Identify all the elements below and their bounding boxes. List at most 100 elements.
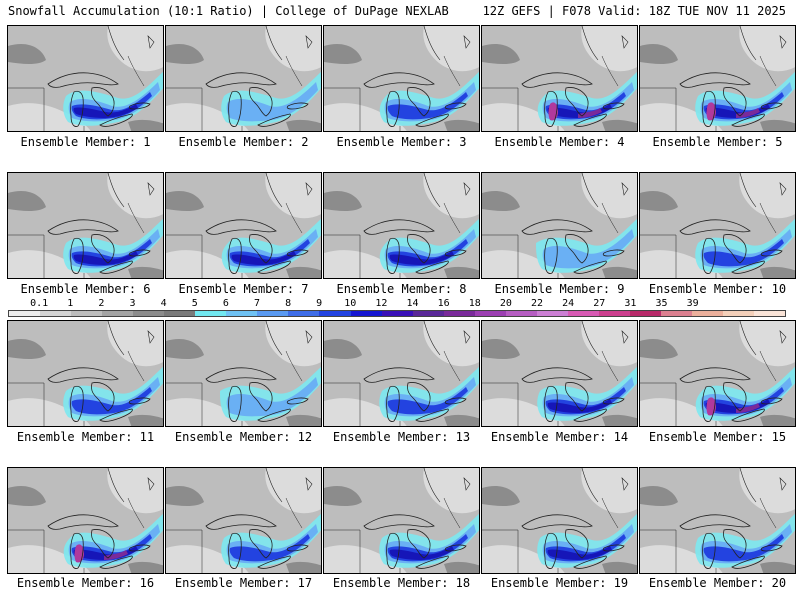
ensemble-member-label: Ensemble Member: 6 bbox=[20, 282, 151, 296]
product-title: Snowfall Accumulation (10:1 Ratio) | Col… bbox=[8, 4, 449, 18]
color-swatch bbox=[319, 311, 351, 316]
snowfall-map bbox=[482, 26, 637, 131]
snowfall-map bbox=[166, 321, 321, 426]
ensemble-member-map bbox=[323, 467, 480, 574]
ensemble-member-map bbox=[7, 467, 164, 574]
ensemble-member-label: Ensemble Member: 11 bbox=[16, 430, 155, 444]
ensemble-member-map bbox=[323, 320, 480, 427]
color-swatch bbox=[102, 311, 134, 316]
ensemble-member-map bbox=[639, 172, 796, 279]
legend-tick-label: 4 bbox=[160, 298, 167, 309]
color-swatch bbox=[567, 311, 599, 316]
ensemble-member-map bbox=[639, 25, 796, 132]
legend-tick-label: 20 bbox=[499, 298, 512, 309]
ensemble-member-map bbox=[323, 25, 480, 132]
snowfall-map bbox=[482, 173, 637, 278]
ensemble-member-map bbox=[7, 320, 164, 427]
snowfall-map bbox=[8, 173, 163, 278]
ensemble-member-map bbox=[481, 172, 638, 279]
color-swatch bbox=[71, 311, 103, 316]
ensemble-member-label: Ensemble Member: 16 bbox=[16, 576, 155, 590]
ensemble-member-label: Ensemble Member: 15 bbox=[648, 430, 787, 444]
color-swatch bbox=[505, 311, 537, 316]
snowfall-map bbox=[324, 468, 479, 573]
snowfall-map bbox=[8, 26, 163, 131]
legend-tick-label: 2 bbox=[98, 298, 105, 309]
legend-tick-label: 31 bbox=[624, 298, 637, 309]
ensemble-member-map bbox=[165, 25, 322, 132]
snowfall-map bbox=[8, 468, 163, 573]
snowfall-map bbox=[640, 26, 795, 131]
ensemble-member-label: Ensemble Member: 12 bbox=[174, 430, 313, 444]
legend-tick-label: 27 bbox=[593, 298, 606, 309]
color-swatch bbox=[381, 311, 413, 316]
ensemble-member-label: Ensemble Member: 2 bbox=[178, 135, 309, 149]
snowfall-map bbox=[640, 173, 795, 278]
snowfall-map bbox=[166, 26, 321, 131]
ensemble-member-map bbox=[323, 172, 480, 279]
ensemble-member-label: Ensemble Member: 7 bbox=[178, 282, 309, 296]
legend-tick-label: 8 bbox=[285, 298, 292, 309]
color-swatch bbox=[660, 311, 693, 316]
snowfall-map bbox=[324, 26, 479, 131]
ensemble-member-label: Ensemble Member: 10 bbox=[648, 282, 787, 296]
ensemble-member-map bbox=[481, 320, 638, 427]
color-swatch bbox=[692, 311, 724, 316]
snowfall-map bbox=[166, 468, 321, 573]
color-swatch bbox=[164, 311, 196, 316]
legend-tick-label: 5 bbox=[191, 298, 198, 309]
snowfall-map bbox=[482, 321, 637, 426]
ensemble-member-map bbox=[7, 25, 164, 132]
snowfall-map bbox=[640, 321, 795, 426]
color-swatch bbox=[288, 311, 320, 316]
color-swatch bbox=[195, 311, 227, 316]
color-swatch bbox=[443, 311, 475, 316]
legend-tick-label: 22 bbox=[531, 298, 544, 309]
legend-tick-label: 10 bbox=[344, 298, 357, 309]
ensemble-member-map bbox=[165, 320, 322, 427]
ensemble-member-label: Ensemble Member: 3 bbox=[336, 135, 467, 149]
color-swatch bbox=[598, 311, 630, 316]
legend-tick-label: 18 bbox=[468, 298, 481, 309]
color-scale-legend: 0.1 1 2 3 4 5 6 7 8 9 10 12 14 16 18 20 22 24 27 31 35 39 bbox=[8, 298, 786, 318]
legend-tick-label: 12 bbox=[375, 298, 388, 309]
snowfall-map bbox=[8, 321, 163, 426]
legend-tick-label: 35 bbox=[655, 298, 668, 309]
color-swatch bbox=[536, 311, 568, 316]
legend-tick-label: 1 bbox=[67, 298, 74, 309]
ensemble-member-map bbox=[481, 467, 638, 574]
legend-tick-label: 6 bbox=[222, 298, 229, 309]
ensemble-member-label: Ensemble Member: 20 bbox=[648, 576, 787, 590]
ensemble-member-label: Ensemble Member: 13 bbox=[332, 430, 471, 444]
ensemble-member-map bbox=[7, 172, 164, 279]
color-scale-bar bbox=[8, 310, 786, 317]
snowfall-map bbox=[166, 173, 321, 278]
ensemble-member-map bbox=[481, 25, 638, 132]
run-valid-time: 12Z GEFS | F078 Valid: 18Z TUE NOV 11 20… bbox=[482, 4, 786, 18]
ensemble-member-label: Ensemble Member: 4 bbox=[494, 135, 625, 149]
ensemble-member-label: Ensemble Member: 17 bbox=[174, 576, 313, 590]
ensemble-member-map bbox=[639, 467, 796, 574]
legend-tick-label: 0.1 bbox=[30, 298, 49, 309]
ensemble-member-label: Ensemble Member: 5 bbox=[652, 135, 783, 149]
ensemble-member-map bbox=[165, 172, 322, 279]
color-swatch bbox=[723, 311, 755, 316]
color-swatch bbox=[412, 311, 444, 316]
ensemble-member-label: Ensemble Member: 18 bbox=[332, 576, 471, 590]
color-swatch bbox=[257, 311, 289, 316]
color-swatch bbox=[350, 311, 382, 316]
legend-tick-label: 16 bbox=[437, 298, 450, 309]
ensemble-member-map bbox=[165, 467, 322, 574]
ensemble-member-label: Ensemble Member: 1 bbox=[20, 135, 151, 149]
color-swatch bbox=[629, 311, 661, 316]
snowfall-map bbox=[482, 468, 637, 573]
snowfall-map bbox=[640, 468, 795, 573]
color-swatch bbox=[226, 311, 258, 316]
color-swatch bbox=[474, 311, 506, 316]
color-swatch bbox=[133, 311, 165, 316]
legend-tick-label: 39 bbox=[686, 298, 699, 309]
snowfall-map bbox=[324, 321, 479, 426]
ensemble-member-label: Ensemble Member: 14 bbox=[490, 430, 629, 444]
ensemble-member-label: Ensemble Member: 9 bbox=[494, 282, 625, 296]
ensemble-member-label: Ensemble Member: 19 bbox=[490, 576, 629, 590]
